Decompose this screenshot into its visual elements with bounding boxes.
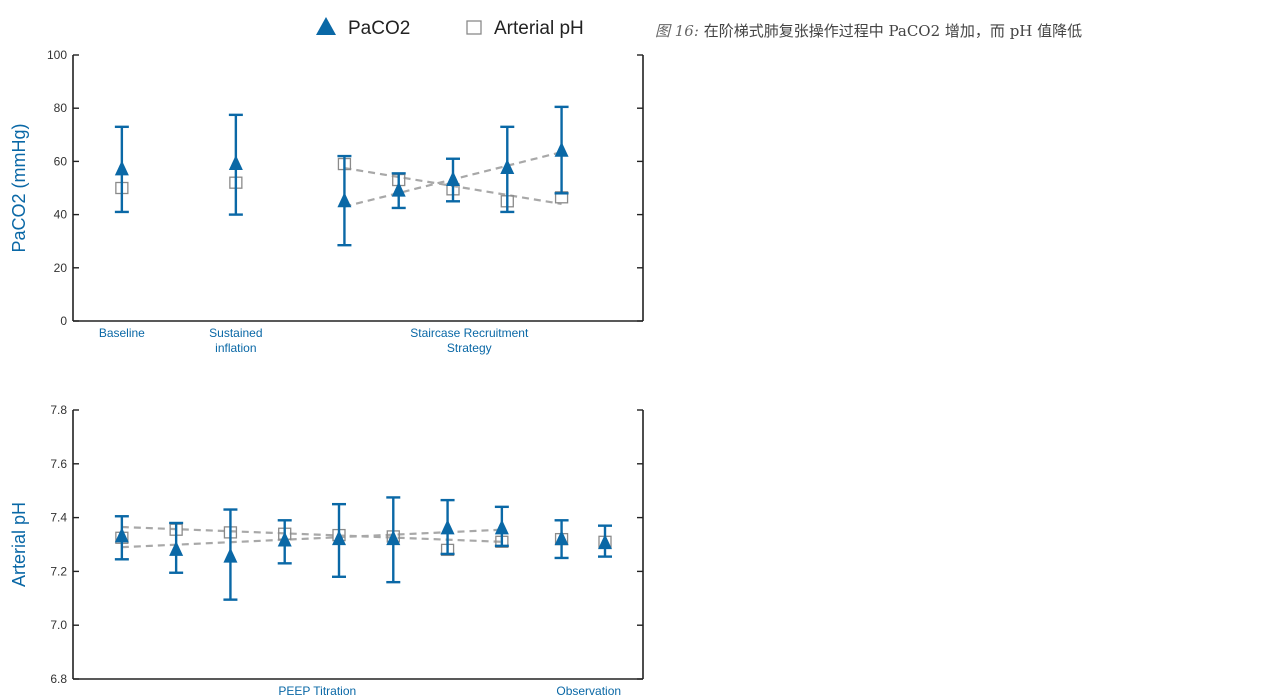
ph-chart-paco2-point — [598, 534, 612, 550]
paco2-chart-tick-label: 80 — [54, 101, 68, 115]
caption-text: 在阶梯式肺复张操作过程中 PaCO2 增加，而 pH 值降低 — [703, 22, 1083, 40]
ph-chart-paco2-point — [277, 531, 292, 547]
ph-chart-paco2-point — [223, 547, 238, 563]
ph-chart-paco2-point — [114, 527, 129, 543]
paco2-chart-tick-label: 40 — [54, 208, 68, 222]
ph-chart-paco2-point — [386, 530, 401, 546]
paco2-chart-tick-label: 0 — [60, 314, 67, 328]
paco2-chart-paco2-point — [500, 159, 515, 175]
ph-chart-group-label: PEEP Titration — [278, 684, 356, 698]
figure-number: 图 16: — [655, 22, 699, 40]
paco2-chart-group-label: Sustained — [209, 326, 262, 340]
paco2-chart-tick-label: 100 — [47, 48, 67, 62]
paco2-chart-group-label: Strategy — [447, 341, 492, 355]
ph-chart-tick-label: 7.6 — [50, 457, 67, 471]
paco2-chart-group-label: inflation — [215, 341, 256, 355]
legend-triangle-marker — [316, 17, 336, 35]
paco2-chart-paco2-point — [554, 141, 569, 157]
ph-chart-tick-label: 7.2 — [50, 564, 67, 578]
ph-chart-paco2-point — [554, 530, 569, 546]
paco2-chart-group-label: Baseline — [99, 326, 145, 340]
ph-chart-paco2-trend-line — [121, 528, 502, 549]
paco2-chart-paco2-point — [114, 160, 129, 176]
paco2-chart-paco2-point — [391, 181, 406, 197]
ph-chart-y-axis-label: Arterial pH — [9, 502, 29, 587]
ph-chart-tick-label: 7.4 — [50, 511, 67, 525]
legend: PaCO2 Arterial pH — [316, 17, 584, 39]
paco2-chart-y-axis-label: PaCO2 (mmHg) — [9, 123, 29, 252]
ph-chart-tick-label: 7.8 — [50, 403, 67, 417]
legend-ph-label: Arterial pH — [494, 18, 584, 39]
legend-square-marker — [466, 20, 482, 35]
ph-chart-ph-trend-line — [121, 525, 502, 543]
ph-chart-group-label: Observation — [556, 684, 621, 698]
legend-paco2-label: PaCO2 — [348, 18, 410, 39]
paco2-chart-paco2-point — [228, 155, 243, 171]
ph-chart-tick-label: 7.0 — [50, 618, 67, 632]
paco2-chart-group-label: Staircase Recruitment — [410, 326, 529, 340]
ph-chart-tick-label: 6.8 — [50, 672, 67, 686]
ph-chart-paco2-point — [332, 530, 346, 546]
paco2-chart-paco2-point — [446, 171, 460, 187]
paco2-chart-tick-label: 60 — [54, 154, 68, 168]
paco2-chart-tick-label: 20 — [54, 261, 68, 275]
paco2-chart-paco2-point — [337, 192, 352, 208]
figure-caption: 图 16: 在阶梯式肺复张操作过程中 PaCO2 增加，而 pH 值降低 — [655, 20, 1255, 41]
ph-chart-paco2-point — [169, 540, 184, 556]
ph-chart-paco2-point — [440, 519, 455, 535]
ph-chart-paco2-point — [494, 519, 509, 535]
